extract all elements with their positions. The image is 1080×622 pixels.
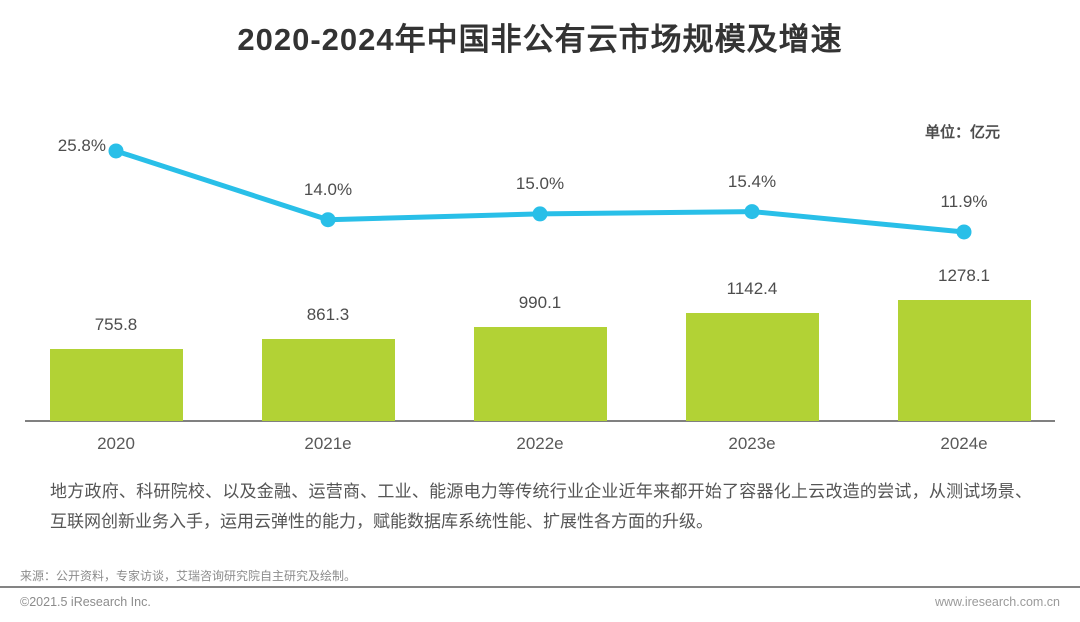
bar-2023e [685,312,819,421]
growth-label-2024e: 11.9% [940,191,988,211]
x-axis-line [25,420,1055,422]
bar-value-label: 755.8 [94,315,138,335]
chart-title: 2020-2024年中国非公有云市场规模及增速 [237,22,843,57]
bar-value-label: 990.1 [518,293,562,313]
growth-label-2020: 25.8% [57,135,106,155]
x-axis-label-2020: 2020 [97,434,135,453]
growth-point-2022e [532,206,548,222]
x-axis-label-2023e: 2023e [728,434,776,453]
growth-point-2020 [108,143,124,159]
x-axis-label-2021e: 2021e [304,434,352,453]
growth-point-2023e [744,204,760,220]
copyright: ©2021.5 iResearch Inc. [20,595,151,609]
bar-2021e [261,339,395,421]
bar-2022e [473,327,607,421]
bar-value-label: 1142.4 [726,278,778,298]
bar-2024e [897,300,1031,421]
website-url: www.iresearch.com.cn [934,595,1060,609]
bar-value-label: 861.3 [306,305,350,325]
x-axis-label-2024e: 2024e [940,434,988,453]
bar-value-label: 1278.1 [938,266,990,285]
footer-divider [0,586,1080,588]
growth-label-2021e: 14.0% [303,179,353,199]
growth-label-2022e: 15.0% [515,173,565,193]
growth-point-2021e [320,212,336,228]
analysis-text: 地方政府、科研院校、以及金融、运营商、工业、能源电力等传统行业企业近年来都开始了… [50,482,1032,531]
growth-line [113,148,967,235]
bar-2020 [49,349,183,421]
source-note: 来源：公开资料，专家访谈，艾瑞咨询研究院自主研究及绘制。 [20,569,357,583]
footer-bar: ©2021.5 iResearch Inc. www.iresearch.com… [20,595,1060,609]
growth-point-2024e [956,224,972,240]
unit-label: 单位：亿元 [924,124,1000,141]
growth-label-2023e: 15.4% [727,171,777,191]
x-axis-label-2022e: 2022e [516,434,564,453]
